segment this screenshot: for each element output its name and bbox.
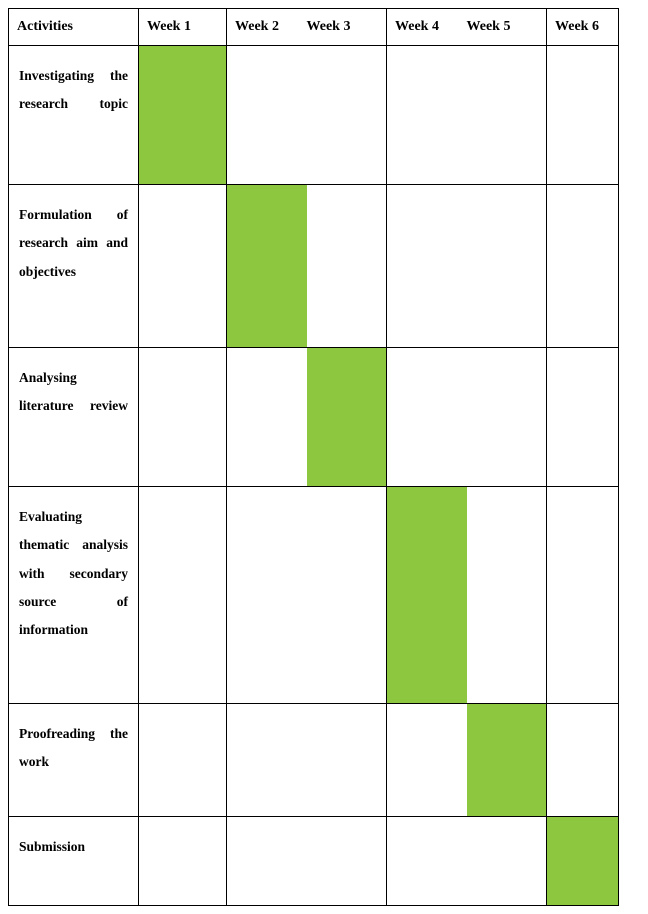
week-slot: [467, 487, 547, 703]
week-slot: [227, 704, 307, 816]
week-slot: [307, 185, 387, 347]
week-slot: [467, 185, 547, 347]
week-slot: [547, 487, 618, 703]
week-slot: [387, 185, 467, 347]
gantt-bar: [547, 817, 618, 905]
week-cell: [547, 704, 619, 817]
week-cell: [139, 46, 227, 185]
activity-label: Formulation of research aim and objectiv…: [9, 185, 139, 348]
week-cell: [387, 704, 547, 817]
activity-label: Proofreading the work: [9, 704, 139, 817]
week-slot: [547, 348, 618, 486]
week-header-group: Week 2Week 3: [227, 9, 387, 46]
gantt-bar: [467, 704, 547, 816]
week-cell: [227, 704, 387, 817]
week-cell: [227, 348, 387, 487]
week-cell: [387, 46, 547, 185]
gantt-bar: [227, 185, 307, 347]
week-cell: [227, 487, 387, 704]
week-header: Week 4: [395, 19, 467, 35]
week-cell: [547, 185, 619, 348]
activity-label: Analysing literature review: [9, 348, 139, 487]
week-cell: [387, 817, 547, 906]
week-slot: [139, 704, 226, 816]
activity-row: Analysing literature review: [9, 348, 619, 487]
activities-header: Activities: [9, 9, 139, 46]
activity-row: Formulation of research aim and objectiv…: [9, 185, 619, 348]
week-slot: [227, 487, 307, 703]
week-header-group: Week 4Week 5: [387, 9, 547, 46]
week-slot: [387, 704, 467, 816]
week-slot: [139, 487, 226, 703]
activity-row: Evaluating thematic analysis with second…: [9, 487, 619, 704]
week-cell: [387, 185, 547, 348]
week-cell: [227, 817, 387, 906]
week-cell: [139, 704, 227, 817]
week-cell: [387, 487, 547, 704]
week-cell: [547, 46, 619, 185]
gantt-chart: ActivitiesWeek 1Week 2Week 3Week 4Week 5…: [8, 8, 619, 906]
week-cell: [139, 348, 227, 487]
week-slot: [227, 46, 307, 184]
header-row: ActivitiesWeek 1Week 2Week 3Week 4Week 5…: [9, 9, 619, 46]
week-slot: [307, 817, 387, 905]
week-slot: [139, 348, 226, 486]
activity-row: Proofreading the work: [9, 704, 619, 817]
week-cell: [387, 348, 547, 487]
week-cell: [227, 185, 387, 348]
week-cell: [227, 46, 387, 185]
week-slot: [227, 817, 307, 905]
week-slot: [547, 704, 618, 816]
week-header: Week 3: [307, 19, 379, 35]
gantt-bar: [307, 348, 387, 486]
week-slot: [547, 46, 618, 184]
week-slot: [307, 487, 387, 703]
week-slot: [387, 817, 467, 905]
week-cell: [547, 348, 619, 487]
week-cell: [139, 487, 227, 704]
week-slot: [307, 704, 387, 816]
activity-row: Submission: [9, 817, 619, 906]
week-slot: [547, 185, 618, 347]
week-cell: [139, 817, 227, 906]
week-header: Week 5: [467, 19, 539, 35]
week-slot: [387, 348, 467, 486]
week-slot: [467, 817, 547, 905]
activity-label: Submission: [9, 817, 139, 906]
week-slot: [227, 348, 307, 486]
activity-row: Investigating the research topic: [9, 46, 619, 185]
week-header: Week 2: [235, 19, 307, 35]
week-slot: [307, 46, 387, 184]
week-header-group: Week 6: [547, 9, 619, 46]
week-slot: [139, 185, 226, 347]
activity-label: Investigating the research topic: [9, 46, 139, 185]
week-cell: [547, 817, 619, 906]
gantt-bar: [139, 46, 226, 184]
activity-label: Evaluating thematic analysis with second…: [9, 487, 139, 704]
week-header-group: Week 1: [139, 9, 227, 46]
week-cell: [139, 185, 227, 348]
week-slot: [467, 348, 547, 486]
gantt-bar: [387, 487, 467, 703]
week-slot: [139, 817, 226, 905]
week-slot: [387, 46, 467, 184]
week-cell: [547, 487, 619, 704]
week-slot: [467, 46, 547, 184]
